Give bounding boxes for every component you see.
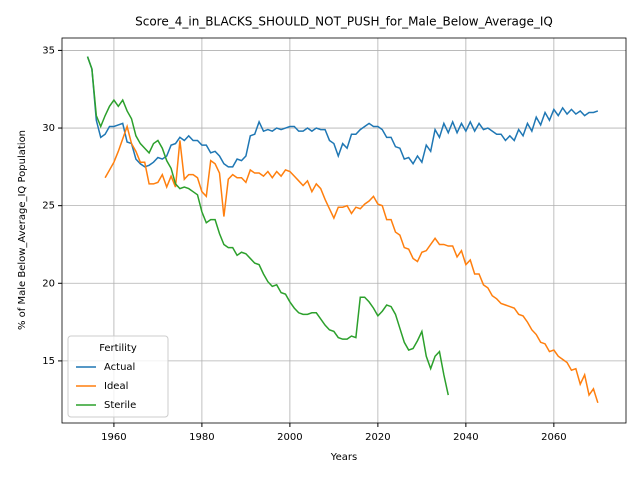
legend-title: Fertility — [99, 343, 137, 354]
plot-frame — [61, 37, 627, 424]
legend-box — [67, 335, 169, 418]
x-tick-label: 1960 — [101, 432, 126, 443]
series-line — [86, 56, 599, 168]
y-tick-label: 30 — [42, 123, 55, 134]
y-tick-label: 20 — [42, 278, 55, 289]
y-tick-label: 35 — [42, 45, 55, 56]
y-axis-label: % of Male Below_Average_IQ Population — [17, 130, 28, 330]
legend: Fertility Actual Ideal Sterile — [67, 335, 169, 418]
x-tick-label: 2040 — [453, 432, 478, 443]
series-line — [86, 56, 449, 396]
x-tick-label: 2000 — [277, 432, 302, 443]
legend-label: Ideal — [104, 381, 128, 392]
series-line — [104, 123, 599, 404]
legend-label: Sterile — [104, 400, 136, 411]
x-axis-label: Years — [330, 452, 357, 463]
y-tick-label: 25 — [42, 201, 55, 212]
legend-label: Actual — [104, 362, 135, 373]
x-tick-label: 2020 — [365, 432, 390, 443]
x-tick-label: 2060 — [541, 432, 566, 443]
x-tick-label: 1980 — [189, 432, 214, 443]
y-tick-label: 15 — [42, 356, 55, 367]
chart-title: Score_4_in_BLACKS_SHOULD_NOT_PUSH_for_Ma… — [135, 15, 553, 29]
